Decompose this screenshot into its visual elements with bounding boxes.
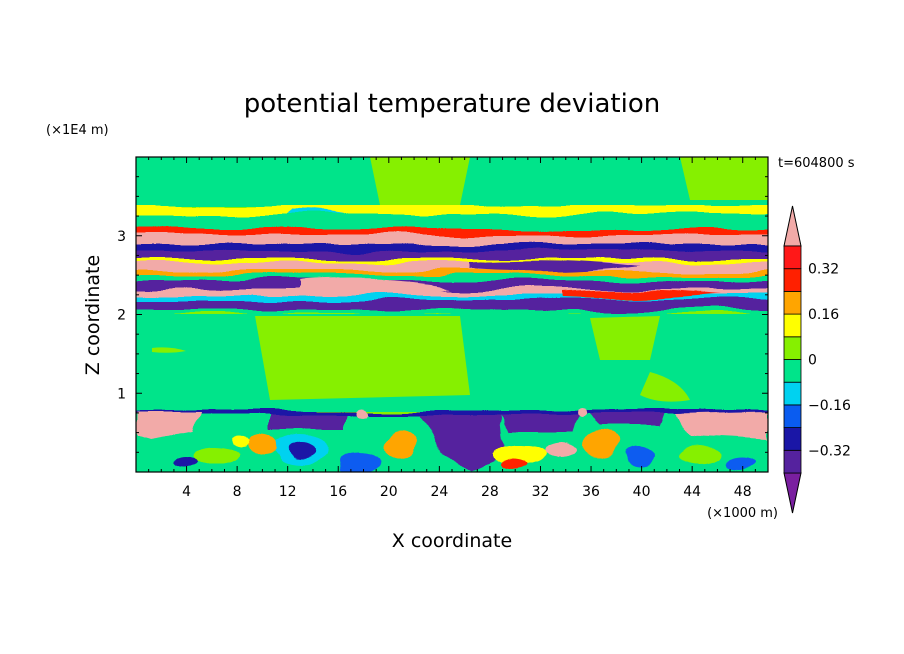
band-layer bbox=[470, 259, 640, 273]
boundary-layer-patch bbox=[286, 443, 314, 461]
colorbar-segment bbox=[783, 313, 802, 338]
region-patch bbox=[590, 316, 660, 360]
y-axis-label: Z coordinate bbox=[82, 255, 104, 375]
x-tick-label: 24 bbox=[430, 484, 448, 500]
chart-title: potential temperature deviation bbox=[244, 89, 660, 119]
stratified-band bbox=[136, 205, 768, 314]
boundary-layer-patch bbox=[590, 414, 665, 428]
boundary-layer-patch bbox=[675, 412, 768, 440]
colorbar-segment bbox=[783, 359, 802, 383]
y-axis-unit: (×1E4 m) bbox=[46, 123, 109, 138]
band-layer bbox=[136, 215, 768, 229]
band-layer bbox=[136, 250, 768, 258]
band-layer bbox=[136, 235, 768, 244]
band-layer bbox=[136, 295, 768, 300]
colorbar-label: 0.16 bbox=[808, 307, 839, 323]
boundary-layer-patch bbox=[494, 445, 546, 465]
boundary-layer-patch bbox=[420, 414, 505, 470]
x-axis-label: X coordinate bbox=[392, 530, 512, 552]
colorbar-segment bbox=[783, 245, 802, 270]
colorbar-segment bbox=[783, 268, 802, 292]
boundary-layer-patch bbox=[500, 414, 580, 432]
band-layer bbox=[136, 205, 768, 215]
x-tick-label: 40 bbox=[633, 484, 651, 500]
boundary-layer-patch bbox=[680, 445, 720, 465]
x-tick-label: 48 bbox=[734, 484, 752, 500]
colorbar-segment bbox=[783, 381, 802, 406]
y-tick-label: 3 bbox=[117, 229, 126, 245]
boundary-layer-patch bbox=[726, 456, 754, 468]
x-axis-unit: (×1000 m) bbox=[707, 506, 778, 521]
x-tick-label: 4 bbox=[182, 484, 191, 500]
boundary-layer bbox=[136, 407, 768, 472]
boundary-layer-patch bbox=[501, 459, 529, 471]
colorbar-segment bbox=[783, 336, 802, 360]
plot-area bbox=[136, 157, 768, 472]
band-layer bbox=[136, 271, 768, 276]
y-tick-label: 1 bbox=[117, 386, 126, 402]
boundary-layer-patch bbox=[270, 414, 345, 430]
colorbar-segment bbox=[783, 449, 802, 474]
band-layer bbox=[560, 289, 720, 300]
x-tick-label: 16 bbox=[329, 484, 347, 500]
colorbar-segment bbox=[783, 404, 802, 428]
band-layer bbox=[300, 280, 450, 293]
region-patch bbox=[255, 316, 470, 400]
band-layer bbox=[136, 276, 768, 281]
x-tick-label: 44 bbox=[683, 484, 701, 500]
boundary-layer-patch bbox=[354, 407, 366, 417]
x-tick-label: 28 bbox=[481, 484, 499, 500]
colorbar-label: 0 bbox=[808, 353, 817, 369]
upper-contour-region bbox=[136, 157, 768, 207]
colorbar-segment bbox=[783, 427, 802, 451]
band-layer bbox=[136, 262, 768, 271]
x-tick-label: 12 bbox=[279, 484, 297, 500]
middle-contour-region bbox=[136, 314, 768, 412]
colorbar-segment bbox=[783, 290, 802, 315]
time-label: t=604800 s bbox=[778, 156, 855, 171]
boundary-layer-patch bbox=[136, 412, 200, 440]
colorbar-label: 0.32 bbox=[808, 262, 839, 278]
boundary-layer-top bbox=[136, 410, 768, 414]
y-axis: 1 2 3 bbox=[117, 176, 768, 453]
colorbar-arrow-bottom bbox=[783, 472, 802, 514]
band-layer bbox=[136, 300, 768, 310]
colorbar-label: −0.32 bbox=[808, 443, 851, 459]
boundary-layer-patch bbox=[340, 452, 380, 472]
boundary-layer-patch bbox=[384, 431, 416, 459]
boundary-layer-patch bbox=[626, 446, 654, 464]
boundary-layer-patch bbox=[577, 407, 587, 417]
boundary-layer-patch bbox=[234, 434, 250, 446]
y-tick-label: 2 bbox=[117, 308, 126, 324]
x-tick-label: 20 bbox=[380, 484, 398, 500]
band-layer bbox=[136, 258, 768, 262]
band-layer bbox=[136, 310, 768, 314]
region-patch bbox=[640, 372, 690, 402]
boundary-layer-patch bbox=[582, 433, 618, 457]
x-axis: 4 8 12 16 20 24 28 32 36 40 44 48 bbox=[148, 157, 756, 500]
region-patch bbox=[680, 157, 768, 200]
x-tick-label: 36 bbox=[582, 484, 600, 500]
boundary-layer-patch bbox=[248, 433, 276, 457]
region-patch bbox=[370, 157, 470, 205]
band-layer bbox=[136, 281, 768, 289]
x-tick-label: 32 bbox=[532, 484, 550, 500]
colorbar-arrow-top bbox=[783, 205, 802, 247]
band-layer bbox=[136, 289, 768, 295]
boundary-layer-patch bbox=[193, 445, 237, 465]
colorbar-label: −0.16 bbox=[808, 398, 851, 414]
boundary-layer-patch bbox=[544, 442, 576, 458]
band-layer bbox=[136, 229, 768, 235]
boundary-layer-patch bbox=[173, 455, 197, 469]
x-tick-label: 8 bbox=[233, 484, 242, 500]
colorbar: 0.32 0.16 0 −0.16 −0.32 bbox=[783, 205, 851, 514]
region-patch bbox=[152, 347, 186, 353]
band-layer bbox=[136, 244, 768, 250]
